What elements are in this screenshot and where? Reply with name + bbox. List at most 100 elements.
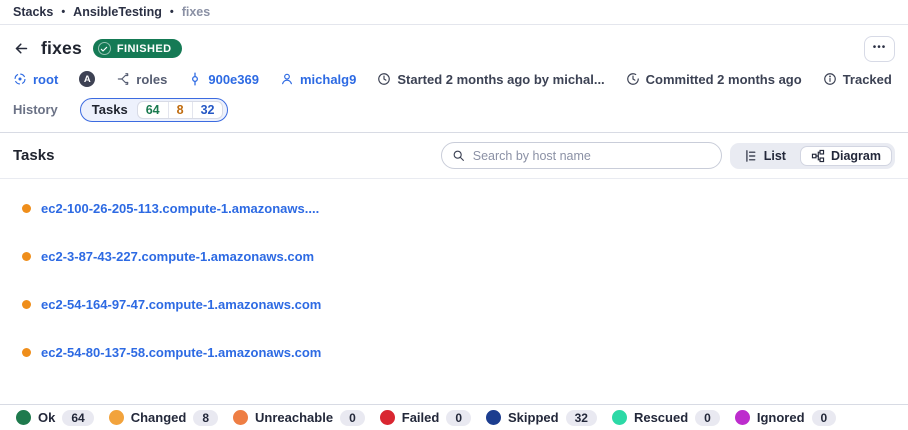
legend-label: Changed xyxy=(130,410,187,425)
legend-item-ok: Ok 64 xyxy=(16,409,94,426)
check-icon xyxy=(97,42,111,55)
host-link[interactable]: ec2-100-26-205-113.compute-1.amazonaws..… xyxy=(41,200,320,216)
task-header: fixes FINISHED ••• root A roles 900e369 … xyxy=(0,25,908,123)
commit-link[interactable]: 900e369 xyxy=(208,71,259,87)
host-list: ec2-100-26-205-113.compute-1.amazonaws..… xyxy=(0,179,908,360)
list-view-button[interactable]: List xyxy=(733,146,797,166)
page-title: fixes xyxy=(41,38,82,58)
legend-item-rescued: Rescued 0 xyxy=(611,409,720,426)
back-icon[interactable] xyxy=(13,40,30,57)
started-item: Started 2 months ago by michal... xyxy=(377,71,605,87)
task-counts: 64 8 32 xyxy=(136,100,224,119)
user-link-item[interactable]: michalg9 xyxy=(280,72,356,87)
avatar[interactable]: A xyxy=(79,71,96,87)
host-status-dot xyxy=(22,203,31,213)
legend-label: Skipped xyxy=(508,410,559,425)
legend-label: Failed xyxy=(401,410,440,425)
committed-label: Committed 2 months ago xyxy=(645,71,802,87)
skipped-dot xyxy=(486,410,502,425)
git-commit-icon xyxy=(192,72,199,86)
unreachable-dot xyxy=(233,410,249,425)
search-input[interactable] xyxy=(440,142,722,169)
playbook-label: roles xyxy=(136,71,168,87)
breadcrumb: Stacks • AnsibleTesting • fixes xyxy=(0,0,908,25)
list-view-label: List xyxy=(763,148,786,163)
tracked-label: Tracked xyxy=(842,71,892,87)
host-row[interactable]: ec2-54-164-97-47.compute-1.amazonaws.com xyxy=(22,296,908,312)
legend-count: 8 xyxy=(193,409,219,426)
tracked-item: Tracked xyxy=(823,72,892,87)
changed-dot xyxy=(108,410,124,425)
breadcrumb-current: fixes xyxy=(181,5,211,19)
legend-count: 0 xyxy=(695,409,720,426)
host-status-dot xyxy=(22,347,31,357)
status-legend: Ok 64 Changed 8 Unreachable 0 Failed 0 S… xyxy=(0,404,908,430)
status-badge-label: FINISHED xyxy=(116,42,172,55)
status-badge: FINISHED xyxy=(92,39,183,58)
view-toggle: List Diagram xyxy=(729,142,895,169)
info-icon xyxy=(823,73,836,85)
clock-icon xyxy=(378,73,391,85)
more-actions-button[interactable]: ••• xyxy=(864,35,895,62)
tab-tasks[interactable]: Tasks 64 8 32 xyxy=(79,97,229,122)
breadcrumb-stacks[interactable]: Stacks xyxy=(13,5,54,19)
environment-link[interactable]: root xyxy=(33,71,59,87)
rescued-dot xyxy=(611,410,627,425)
header-divider xyxy=(0,132,908,133)
legend-item-ignored: Ignored 0 xyxy=(734,409,837,426)
diagram-icon xyxy=(811,149,825,162)
legend-label: Ok xyxy=(38,410,56,425)
failed-dot xyxy=(379,410,395,425)
legend-count: 0 xyxy=(446,409,472,426)
playbook-item: roles xyxy=(116,72,167,87)
started-label: Started 2 months ago by michal... xyxy=(397,71,605,87)
history-clock-icon xyxy=(626,73,639,85)
host-link[interactable]: ec2-3-87-43-227.compute-1.amazonaws.com xyxy=(41,248,315,264)
legend-item-unreachable: Unreachable 0 xyxy=(233,409,365,426)
host-search xyxy=(440,142,722,169)
legend-item-skipped: Skipped 32 xyxy=(486,409,597,426)
list-icon xyxy=(746,149,756,162)
host-link[interactable]: ec2-54-80-137-58.compute-1.amazonaws.com xyxy=(41,344,322,360)
host-row[interactable]: ec2-3-87-43-227.compute-1.amazonaws.com xyxy=(22,248,908,264)
ignored-dot xyxy=(734,410,750,425)
legend-count: 0 xyxy=(340,409,365,426)
breadcrumb-separator: • xyxy=(169,6,174,18)
legend-item-failed: Failed 0 xyxy=(379,409,472,426)
environment-link-item[interactable]: root xyxy=(13,72,58,87)
legend-count: 32 xyxy=(565,409,597,426)
tasks-section-header: Tasks List Diagram xyxy=(0,133,908,179)
tabs-row: History Tasks 64 8 32 xyxy=(13,96,895,123)
ok-dot xyxy=(16,410,31,425)
legend-item-changed: Changed 8 xyxy=(108,409,219,426)
search-icon xyxy=(452,149,465,162)
count-skipped: 32 xyxy=(200,102,215,117)
host-status-dot xyxy=(22,251,31,261)
legend-count: 64 xyxy=(62,409,94,426)
count-changed: 8 xyxy=(169,101,193,118)
target-icon xyxy=(14,73,26,85)
meta-row: root A roles 900e369 michalg9 Started 2 … xyxy=(13,71,895,87)
user-link[interactable]: michalg9 xyxy=(299,71,357,87)
breadcrumb-project[interactable]: AnsibleTesting xyxy=(73,5,162,19)
committed-item: Committed 2 months ago xyxy=(626,72,802,87)
tab-tasks-label: Tasks xyxy=(91,102,128,117)
tab-history[interactable]: History xyxy=(13,102,58,117)
count-ok: 64 xyxy=(138,101,169,118)
legend-label: Rescued xyxy=(633,410,689,425)
host-link[interactable]: ec2-54-164-97-47.compute-1.amazonaws.com xyxy=(41,296,322,312)
legend-count: 0 xyxy=(811,409,837,426)
commit-link-item[interactable]: 900e369 xyxy=(188,72,259,87)
title-row: fixes FINISHED ••• xyxy=(13,35,895,62)
diagram-view-button[interactable]: Diagram xyxy=(799,145,892,166)
section-title: Tasks xyxy=(13,147,55,164)
breadcrumb-separator: • xyxy=(61,6,66,18)
user-icon xyxy=(282,73,292,85)
host-row[interactable]: ec2-100-26-205-113.compute-1.amazonaws..… xyxy=(22,200,908,216)
diagram-view-label: Diagram xyxy=(830,148,881,163)
host-row[interactable]: ec2-54-80-137-58.compute-1.amazonaws.com xyxy=(22,344,908,360)
host-status-dot xyxy=(22,299,31,309)
legend-label: Ignored xyxy=(756,410,805,425)
fork-icon xyxy=(118,73,129,85)
legend-label: Unreachable xyxy=(255,410,334,425)
